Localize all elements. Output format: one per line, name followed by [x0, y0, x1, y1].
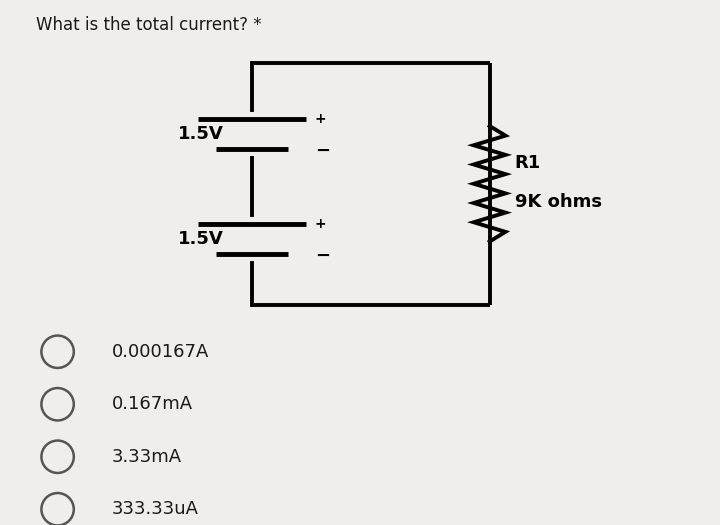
Text: 3.33mA: 3.33mA [112, 448, 181, 466]
Text: 333.33uA: 333.33uA [112, 500, 199, 518]
Text: −: − [315, 247, 330, 265]
Text: 0.000167A: 0.000167A [112, 343, 209, 361]
Text: 0.167mA: 0.167mA [112, 395, 193, 413]
Text: What is the total current? *: What is the total current? * [36, 16, 261, 34]
Text: R1: R1 [515, 154, 541, 172]
Text: 1.5V: 1.5V [177, 125, 223, 143]
Text: +: + [315, 217, 326, 231]
Text: +: + [315, 112, 326, 126]
Text: −: − [315, 142, 330, 160]
Text: 9K ohms: 9K ohms [515, 193, 602, 211]
Text: 1.5V: 1.5V [177, 230, 223, 248]
